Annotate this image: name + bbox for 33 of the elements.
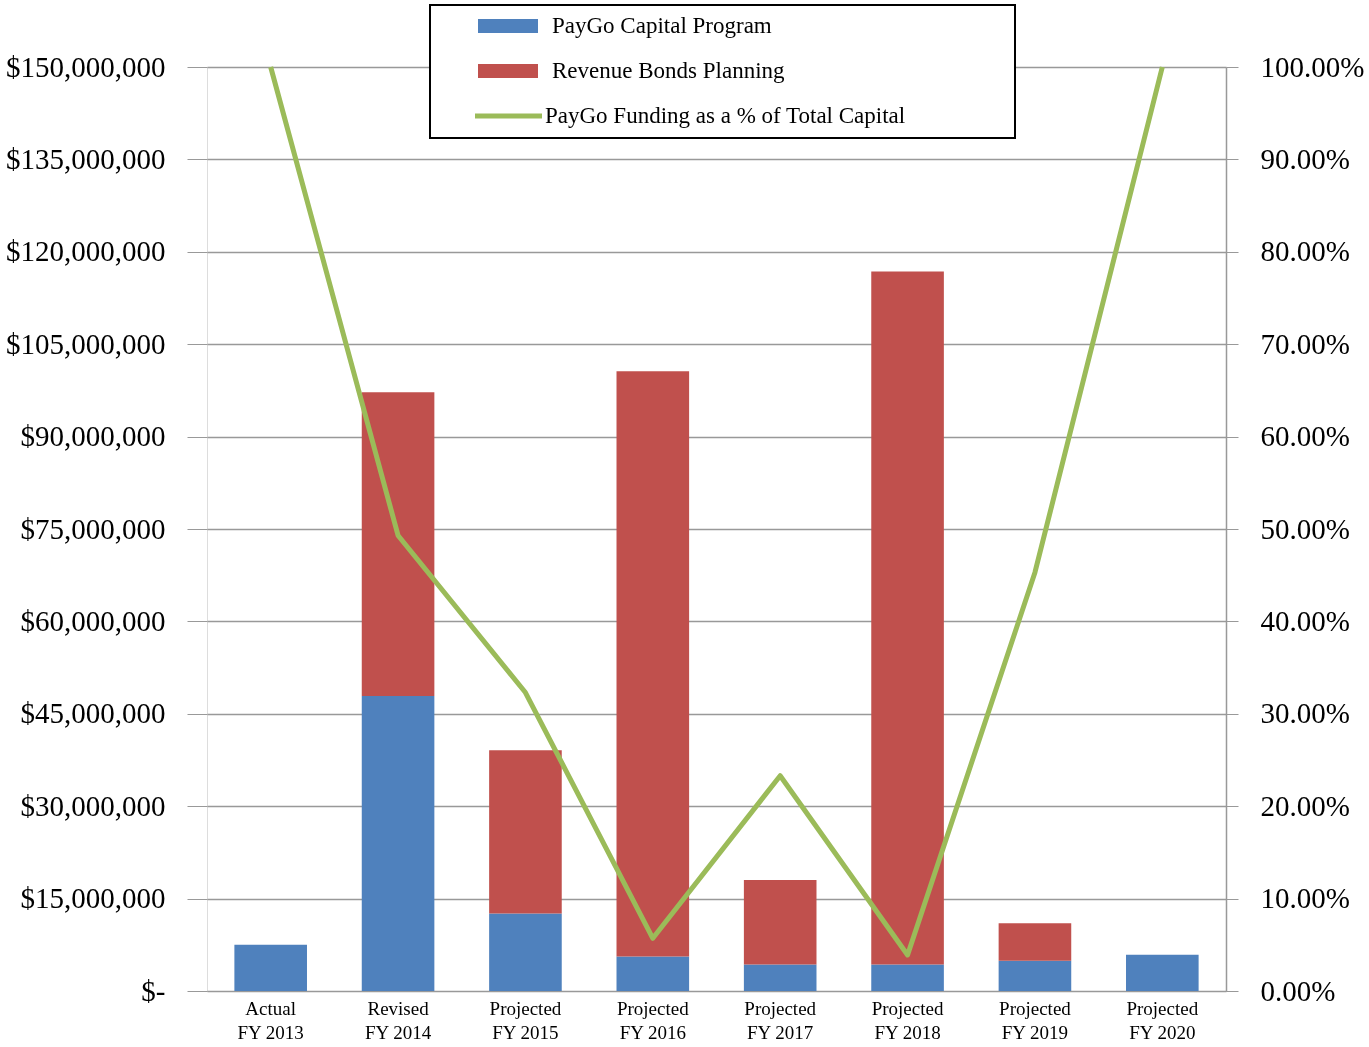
y2-tick-label: 10.00% [1260, 882, 1350, 915]
y2-tick-label: 70.00% [1260, 327, 1350, 360]
x-tick-label: Projected FY 2018 [871, 997, 944, 1043]
y-tick-label: $90,000,000 [20, 420, 166, 453]
x-tick-label: Actual FY 2013 [237, 997, 304, 1043]
y2-tick-label: 100.00% [1260, 50, 1365, 83]
y-tick-label: $120,000,000 [6, 235, 166, 268]
legend-label: PayGo Funding as a % of Total Capital [545, 103, 906, 128]
x-tick-label: Projected FY 2017 [744, 997, 817, 1043]
y-tick-label: $- [141, 974, 166, 1007]
y-tick-label: $45,000,000 [20, 697, 166, 730]
y-tick-label: $60,000,000 [20, 604, 166, 637]
y2-tick-label: 0.00% [1260, 974, 1336, 1007]
x-tick-label: Projected FY 2020 [1126, 997, 1199, 1043]
y2-tick-label: 20.00% [1260, 789, 1350, 822]
y-tick-label: $135,000,000 [6, 142, 166, 175]
y-tick-label: $105,000,000 [6, 327, 166, 360]
y2-tick-label: 80.00% [1260, 235, 1350, 268]
x-tick-label: Projected FY 2016 [616, 997, 690, 1043]
x-tick-label: Revised FY 2014 [364, 997, 432, 1043]
y-tick-label: $150,000,000 [6, 50, 166, 83]
y-tick-label: $75,000,000 [20, 512, 166, 545]
y-tick-label: $15,000,000 [20, 882, 166, 915]
y2-tick-label: 60.00% [1260, 420, 1350, 453]
legend-label: Revenue Bonds Planning [552, 58, 786, 83]
y-tick-label: $30,000,000 [20, 789, 166, 822]
y2-tick-label: 30.00% [1260, 697, 1350, 730]
x-tick-label: Projected FY 2019 [999, 997, 1072, 1043]
x-tick-label: Projected FY 2015 [489, 997, 562, 1043]
y2-tick-label: 50.00% [1260, 512, 1350, 545]
y2-tick-label: 40.00% [1260, 604, 1350, 637]
y2-tick-label: 90.00% [1260, 142, 1350, 175]
legend-label: PayGo Capital Program [552, 13, 772, 38]
